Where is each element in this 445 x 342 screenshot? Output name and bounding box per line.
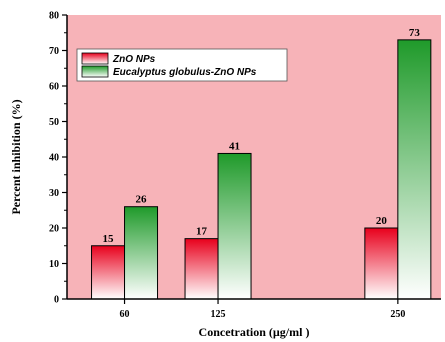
y-tick-label: 0 xyxy=(54,295,59,306)
bars-layer xyxy=(91,39,432,300)
y-tick-label: 40 xyxy=(49,153,59,164)
data-label: 15 xyxy=(103,233,115,245)
data-label: 20 xyxy=(376,215,388,227)
legend-label: Eucalyptus globulus-ZnO NPs xyxy=(113,67,257,78)
data-label: 41 xyxy=(229,140,240,152)
bar-eucalyptus-41 xyxy=(217,152,252,300)
y-tick-label: 10 xyxy=(49,259,59,270)
data-label: 26 xyxy=(136,194,148,206)
y-tick-label: 20 xyxy=(49,224,59,235)
bar-eucalyptus-26 xyxy=(124,206,159,300)
legend-swatch xyxy=(81,65,109,78)
y-tick-label: 30 xyxy=(49,188,59,199)
y-tick-label: 80 xyxy=(49,11,59,22)
bar-zno-20 xyxy=(364,227,399,300)
data-labels-layer: 15 26 17 41 20 73 xyxy=(103,27,421,245)
bar-zno-17 xyxy=(184,238,219,300)
data-label: 17 xyxy=(196,226,208,238)
y-tick-label: 60 xyxy=(49,82,59,93)
x-tick-label: 125 xyxy=(211,309,226,320)
y-tick-label: 70 xyxy=(49,46,59,57)
legend-label: ZnO NPs xyxy=(112,54,156,65)
legend: ZnO NPs Eucalyptus globulus-ZnO NPs xyxy=(76,48,288,82)
bar-zno-15 xyxy=(91,245,126,300)
axes-layer: 0 10 20 30 40 50 60 70 80 60 125 250 xyxy=(49,11,441,320)
x-axis-title: Concetration (µg/ml ) xyxy=(199,325,310,339)
legend-swatch xyxy=(81,52,109,65)
legend-box xyxy=(76,48,288,82)
bar-eucalyptus-73 xyxy=(397,39,432,300)
y-axis-title: Percent inhibition (%) xyxy=(9,99,23,214)
y-tick-label: 50 xyxy=(49,117,59,128)
x-tick-label: 60 xyxy=(120,309,130,320)
x-tick-label: 250 xyxy=(390,309,405,320)
data-label: 73 xyxy=(409,27,421,39)
